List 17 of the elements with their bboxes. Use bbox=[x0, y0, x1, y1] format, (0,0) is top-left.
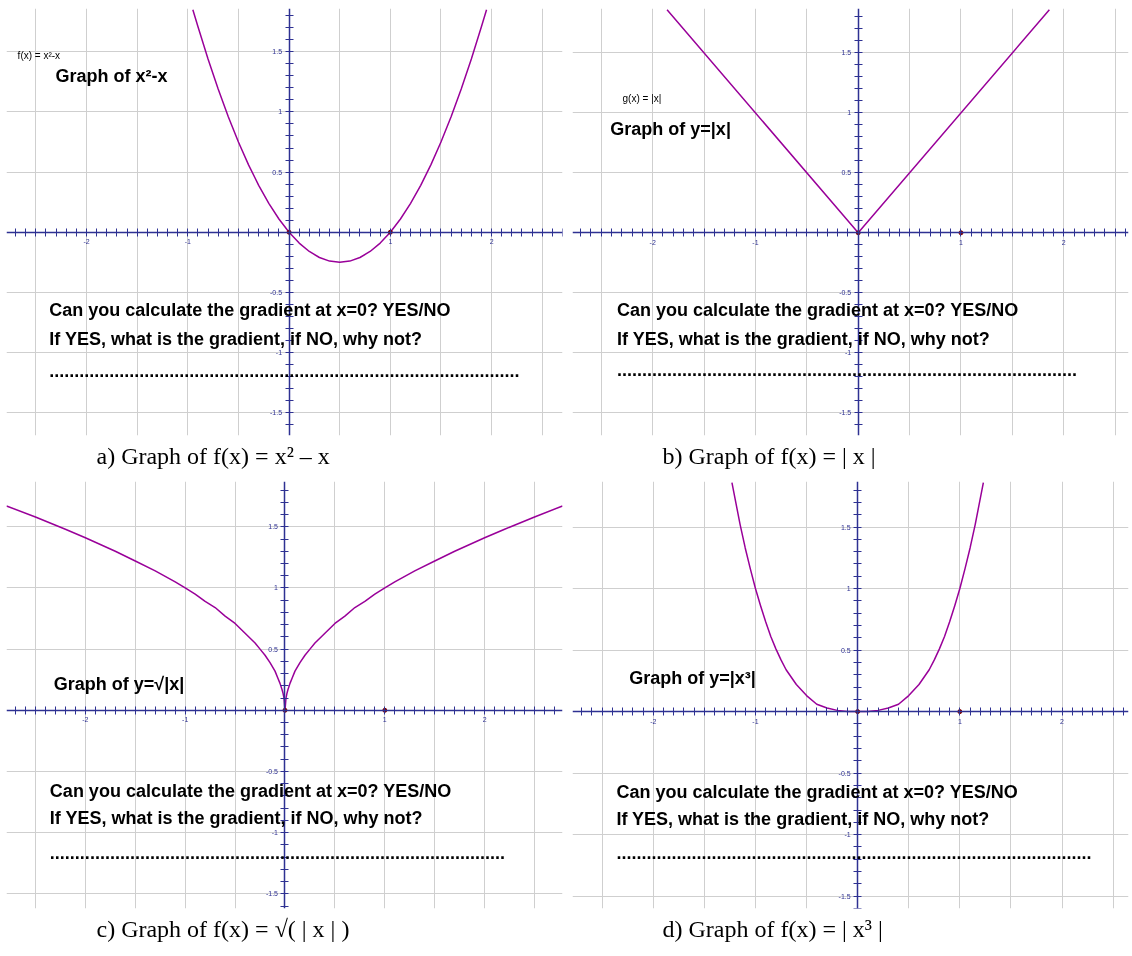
text: d) Graph of f(x) = | x³ | bbox=[662, 915, 883, 942]
annotation: Graph of y=|x| bbox=[610, 118, 731, 139]
annotation: If YES, what is the gradient, if NO, why not? bbox=[616, 329, 990, 349]
annotation: f(x) = x²-x bbox=[17, 49, 61, 61]
annotation: Graph of y=√|x| bbox=[53, 673, 185, 694]
annotation: Graph of x²-x bbox=[55, 65, 168, 86]
annotation: If YES, what is the gradient, if NO, why not? bbox=[616, 808, 990, 829]
annotation: g(x) = |x| bbox=[622, 92, 662, 104]
annotation: .............................................................................................. bbox=[49, 361, 520, 382]
text: c) Graph of f(x) = √( | x | ) bbox=[96, 915, 350, 942]
text: a) Graph of f(x) = x² – x bbox=[96, 442, 330, 469]
text: b) Graph of f(x) = | x | bbox=[662, 442, 876, 469]
annotation: ............................................................................................... bbox=[616, 842, 1092, 863]
annotation: ........................................................................................... bbox=[49, 843, 505, 864]
annotation: If YES, what is the gradient, if NO, why not? bbox=[49, 329, 423, 350]
annotation: Graph of y=|x³| bbox=[629, 667, 756, 688]
annotation: ............................................................................................ bbox=[616, 359, 1078, 380]
